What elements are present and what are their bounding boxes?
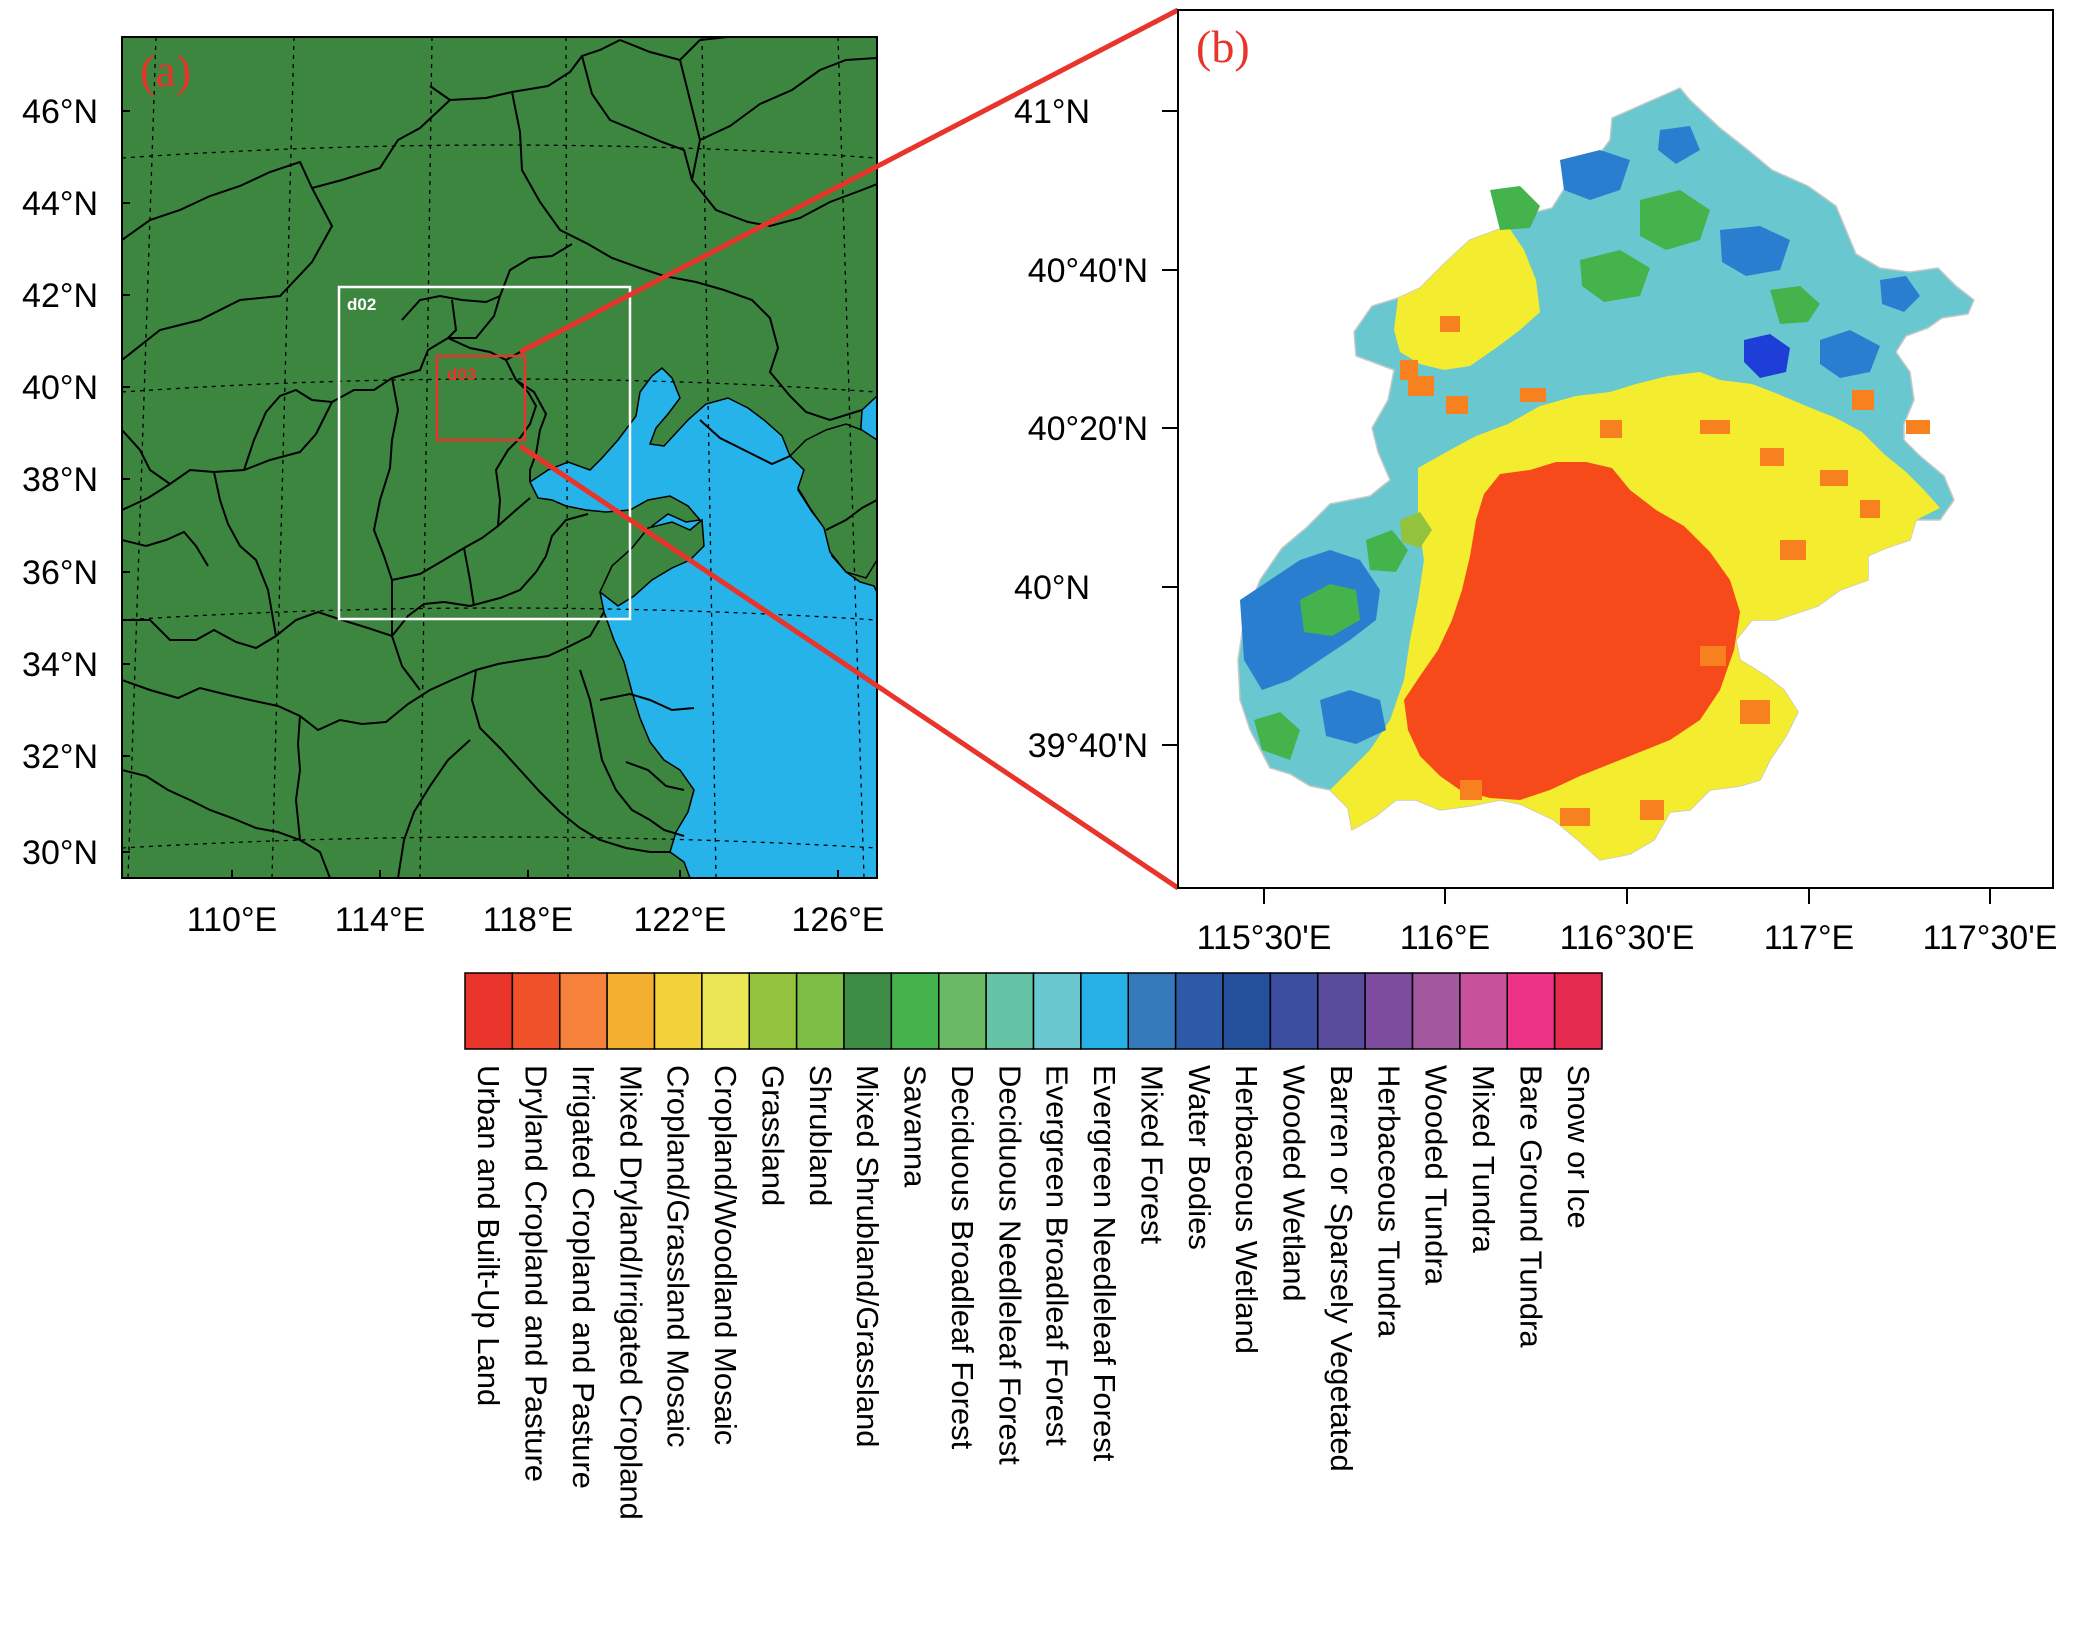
panel-b-lon-label: 116°E xyxy=(1400,919,1490,957)
legend-swatch xyxy=(1506,972,1556,1050)
legend-swatch xyxy=(1174,972,1224,1050)
legend-label: Wooded Tundra xyxy=(1419,1065,1454,1286)
panel-a-lat-label: 40°N xyxy=(22,369,98,407)
legend-swatch xyxy=(511,972,561,1050)
legend-label: Water Bodies xyxy=(1182,1065,1217,1250)
panel-b-lon-axis xyxy=(1263,888,1991,904)
domain-d02-box xyxy=(337,285,632,621)
legend-label: Snow or Ice xyxy=(1561,1065,1596,1229)
legend-label: Cropland/Woodland Mosaic xyxy=(708,1065,743,1445)
legend-label: Deciduous Broadleaf Forest xyxy=(945,1065,980,1450)
legend-swatch xyxy=(985,972,1035,1050)
legend-swatch xyxy=(1222,972,1272,1050)
domain-d03-box xyxy=(435,354,527,442)
legend-label: Irrigated Cropland and Pasture xyxy=(566,1065,601,1489)
legend-label: Dryland Cropland and Pasture xyxy=(519,1065,554,1482)
legend-label: Mixed Shrubland/Grassland xyxy=(850,1065,885,1448)
legend-swatch xyxy=(1364,972,1414,1050)
panel-a-lon-label: 126°E xyxy=(791,901,884,939)
panel-b-label: (b) xyxy=(1196,21,1250,72)
panel-a-label: (a) xyxy=(140,45,191,96)
panel-a-lon-label: 118°E xyxy=(483,901,573,939)
panel-a-graticule xyxy=(122,37,877,878)
beijing-cropland-north xyxy=(1394,226,1540,370)
legend-swatch xyxy=(1127,972,1177,1050)
landuse-legend: Urban and Built-Up Land Dryland Cropland … xyxy=(464,972,1603,1520)
legend-label: Herbaceous Tundra xyxy=(1371,1065,1406,1338)
legend-label: Barren or Sparsely Vegetated xyxy=(1324,1065,1359,1472)
legend-label: Cropland/Grassland Mosaic xyxy=(661,1065,696,1448)
legend-label: Savanna xyxy=(898,1065,933,1188)
legend-swatch xyxy=(1032,972,1082,1050)
panel-a-frame xyxy=(121,36,878,879)
panel-b-lat-label: 40°N xyxy=(1014,569,1090,607)
panel-b-frame xyxy=(1177,9,2054,889)
legend-swatch xyxy=(1317,972,1366,1050)
panel-a-lat-label: 38°N xyxy=(22,461,98,499)
legend-label: Urban and Built-Up Land xyxy=(471,1065,506,1406)
legend-labels: Urban and Built-Up Land Dryland Cropland … xyxy=(471,1065,1596,1520)
legend-swatch xyxy=(606,972,656,1050)
panel-b-lat-label: 41°N xyxy=(1014,93,1090,131)
legend-label: Mixed Tundra xyxy=(1466,1065,1501,1254)
panel-a-lat-label: 30°N xyxy=(22,834,98,872)
beijing-urban xyxy=(1404,462,1740,800)
panel-b-lon-label: 117°30'E xyxy=(1923,919,2058,957)
legend-swatch xyxy=(843,972,893,1050)
legend-label: Grassland xyxy=(755,1065,790,1206)
legend-label: Mixed Forest xyxy=(1134,1065,1169,1245)
legend-swatch xyxy=(748,972,798,1050)
panel-a-lon-label: 122°E xyxy=(633,901,726,939)
legend-swatch xyxy=(559,972,608,1050)
panel-a-lat-label: 32°N xyxy=(22,738,98,776)
legend-label: Herbaceous Wetland xyxy=(1229,1065,1264,1354)
legend-swatch xyxy=(1459,972,1508,1050)
legend-swatches xyxy=(464,972,1603,1050)
legend-label: Bare Ground Tundra xyxy=(1513,1065,1548,1348)
legend-swatch xyxy=(1269,972,1319,1050)
legend-swatch xyxy=(1411,972,1461,1050)
panel-b-lon-label: 116°30'E xyxy=(1560,919,1695,957)
panel-b-lat-label: 40°20'N xyxy=(1028,410,1148,448)
panel-a-lat-axis xyxy=(122,110,130,853)
zoom-connector-lines xyxy=(518,7,1180,891)
panel-b-lat-axis xyxy=(1162,110,1178,746)
legend-swatch xyxy=(890,972,940,1050)
panel-a-map: d02 d03 (a) 46°N 44°N 42°N 40°N 38°N 36°… xyxy=(22,36,885,939)
panel-a-sea xyxy=(529,366,877,878)
legend-label: Evergreen Needleleaf Forest xyxy=(1087,1065,1122,1462)
legend-swatch xyxy=(653,972,703,1050)
legend-swatch xyxy=(1553,972,1603,1050)
panel-b-lat-label: 40°40'N xyxy=(1028,252,1148,290)
panel-a-korea xyxy=(788,423,877,579)
legend-label: Shrubland xyxy=(803,1065,838,1206)
panel-a-lat-label: 34°N xyxy=(22,646,98,684)
legend-swatch xyxy=(938,972,987,1050)
panel-b-lon-label: 115°30'E xyxy=(1197,919,1332,957)
legend-swatch xyxy=(1080,972,1129,1050)
panel-a-lat-label: 42°N xyxy=(22,277,98,315)
panel-b-lat-label: 39°40'N xyxy=(1028,727,1148,765)
legend-label: Mixed Dryland/Irrigated Cropland xyxy=(613,1065,648,1520)
domain-d02-label: d02 xyxy=(347,295,376,314)
panel-a-lat-label: 44°N xyxy=(22,185,98,223)
panel-a-lon-label: 114°E xyxy=(335,901,425,939)
legend-swatch xyxy=(795,972,845,1050)
legend-label: Wooded Wetland xyxy=(1277,1065,1312,1302)
panel-a-lat-label: 36°N xyxy=(22,554,98,592)
legend-label: Deciduous Needleleaf Forest xyxy=(992,1065,1027,1465)
panel-b-map: (b) 41°N 40°40'N 40°20'N 40°N 39°40'N 11… xyxy=(1014,9,2058,957)
panel-b-lon-label: 117°E xyxy=(1764,919,1854,957)
panel-a-peninsula xyxy=(599,518,705,607)
legend-swatch xyxy=(464,972,514,1050)
panel-a-lat-label: 46°N xyxy=(22,93,98,131)
panel-a-lon-label: 110°E xyxy=(187,901,277,939)
legend-swatch xyxy=(701,972,750,1050)
legend-label: Evergreen Broadleaf Forest xyxy=(1040,1065,1075,1446)
domain-d03-label: d03 xyxy=(447,365,476,384)
beijing-urban-scatter xyxy=(1400,316,1930,826)
beijing-forest-patches xyxy=(1240,126,1920,760)
panel-a-lon-axis xyxy=(231,870,839,878)
